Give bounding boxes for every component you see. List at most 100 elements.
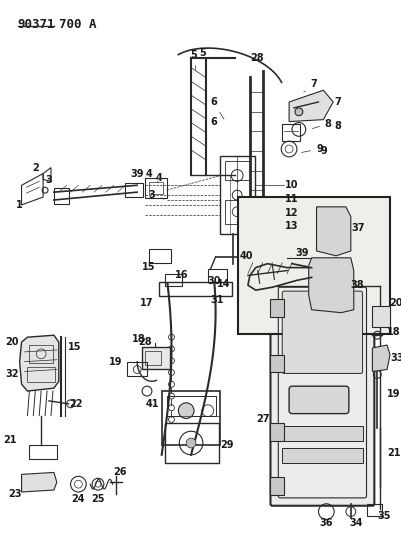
Text: 19: 19 xyxy=(386,389,400,399)
Bar xyxy=(270,423,284,441)
Text: 14: 14 xyxy=(216,279,230,289)
Circle shape xyxy=(294,108,302,116)
Bar xyxy=(367,504,381,515)
Bar xyxy=(225,161,249,180)
Bar xyxy=(270,299,284,317)
Text: 5: 5 xyxy=(199,48,206,58)
Circle shape xyxy=(324,277,337,290)
Text: 6: 6 xyxy=(210,117,217,127)
Polygon shape xyxy=(308,258,353,313)
Text: ELECTRIC
DOOR LOCK: ELECTRIC DOOR LOCK xyxy=(308,317,349,329)
Polygon shape xyxy=(20,335,59,391)
FancyBboxPatch shape xyxy=(288,386,348,414)
Text: 15: 15 xyxy=(67,342,81,352)
Text: 30: 30 xyxy=(207,276,220,286)
Bar xyxy=(161,391,220,445)
Bar xyxy=(145,179,166,198)
Bar xyxy=(166,396,215,416)
Text: 39: 39 xyxy=(130,168,144,179)
Text: 32: 32 xyxy=(5,369,18,379)
Text: 20: 20 xyxy=(388,298,401,308)
Text: 25: 25 xyxy=(91,494,105,504)
Text: 19: 19 xyxy=(109,357,122,367)
Bar xyxy=(371,306,389,327)
Text: 28: 28 xyxy=(249,53,263,63)
Text: 18: 18 xyxy=(132,334,146,344)
Bar xyxy=(158,282,232,296)
Text: 21: 21 xyxy=(3,435,16,445)
Text: 28: 28 xyxy=(138,337,152,347)
Text: 21: 21 xyxy=(386,448,400,458)
Bar xyxy=(127,362,147,376)
Text: 17: 17 xyxy=(140,298,153,308)
Text: 41: 41 xyxy=(145,399,158,409)
Text: 31: 31 xyxy=(210,295,224,305)
Text: 33: 33 xyxy=(389,353,401,363)
Text: 22: 22 xyxy=(69,399,83,409)
Text: 36: 36 xyxy=(319,519,332,528)
Text: 2: 2 xyxy=(32,163,38,173)
Bar xyxy=(54,188,69,204)
FancyBboxPatch shape xyxy=(282,291,362,374)
Text: 10: 10 xyxy=(285,180,298,190)
Bar xyxy=(220,156,254,235)
Text: 39: 39 xyxy=(294,248,308,258)
Bar xyxy=(270,478,284,495)
Text: 6: 6 xyxy=(210,97,223,119)
Bar xyxy=(282,448,362,463)
Text: 3: 3 xyxy=(148,190,164,200)
Text: 23: 23 xyxy=(8,489,21,499)
Text: 11: 11 xyxy=(285,194,298,204)
Bar xyxy=(225,200,249,224)
Circle shape xyxy=(178,403,194,418)
Polygon shape xyxy=(22,472,57,492)
FancyBboxPatch shape xyxy=(270,279,373,506)
Circle shape xyxy=(186,438,196,448)
Text: 9: 9 xyxy=(319,146,326,156)
Bar xyxy=(29,445,57,459)
Text: 37: 37 xyxy=(350,223,364,233)
Text: 24: 24 xyxy=(71,494,85,504)
Text: 16: 16 xyxy=(174,270,188,280)
Bar xyxy=(145,351,160,365)
Text: 20: 20 xyxy=(5,337,18,347)
Bar xyxy=(125,183,143,197)
Bar xyxy=(164,274,182,286)
Text: 38: 38 xyxy=(350,280,364,290)
Text: 12: 12 xyxy=(285,208,298,217)
Bar xyxy=(27,367,55,382)
Text: 7: 7 xyxy=(303,79,316,92)
Polygon shape xyxy=(371,345,389,372)
Text: 29: 29 xyxy=(220,440,233,450)
Text: 13: 13 xyxy=(285,221,298,231)
Bar xyxy=(29,345,53,362)
Bar xyxy=(282,426,362,441)
Bar xyxy=(237,197,389,334)
Text: 8: 8 xyxy=(312,118,331,128)
Text: 1: 1 xyxy=(16,200,23,210)
Polygon shape xyxy=(316,207,350,256)
Bar xyxy=(282,124,299,141)
Text: 15: 15 xyxy=(142,262,155,272)
Text: 90371: 90371 xyxy=(18,18,55,31)
Bar xyxy=(164,423,218,463)
Text: 4: 4 xyxy=(145,168,152,179)
Text: 700 A: 700 A xyxy=(59,18,96,31)
Text: 3: 3 xyxy=(45,175,52,185)
Text: 34: 34 xyxy=(348,519,362,528)
Text: 26: 26 xyxy=(113,467,126,478)
Bar xyxy=(207,269,227,282)
Text: 40: 40 xyxy=(239,251,252,261)
Text: 5: 5 xyxy=(190,50,197,70)
Text: 8: 8 xyxy=(334,122,341,132)
Text: 7: 7 xyxy=(334,97,340,107)
Text: 27: 27 xyxy=(255,414,269,424)
Text: 9: 9 xyxy=(301,144,322,154)
Polygon shape xyxy=(288,90,332,122)
Text: 35: 35 xyxy=(377,511,390,521)
Bar xyxy=(270,355,284,373)
Bar xyxy=(314,265,331,293)
Bar xyxy=(149,182,162,194)
Bar xyxy=(149,249,170,263)
Text: 18: 18 xyxy=(386,327,400,337)
